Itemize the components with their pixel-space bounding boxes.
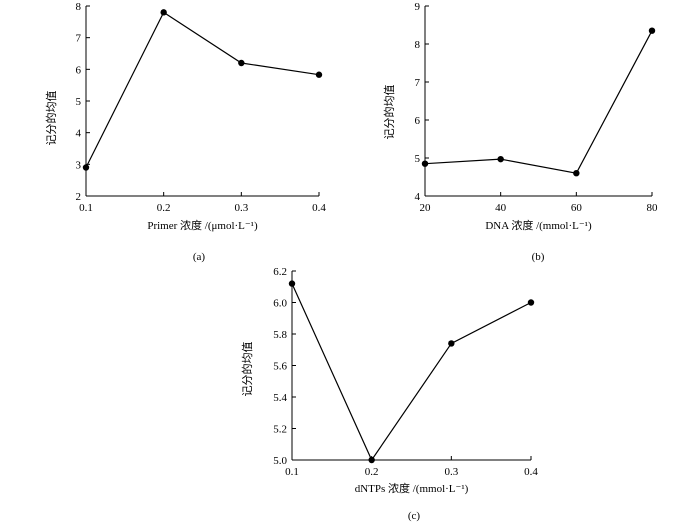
chart-panel-a: 2 3 4 5 6 7 8 0.1 0.2 0.3 0.4 Primer 浓度 /(μmol·L⁻¹)… xyxy=(44,1,326,263)
x-tick-label: 0.4 xyxy=(524,466,538,478)
x-tick-label: 0.2 xyxy=(365,466,379,478)
y-tick-label: 6.2 xyxy=(273,266,287,278)
y-tick-label: 7 xyxy=(415,77,421,89)
x-tick-label: 0.1 xyxy=(285,466,299,478)
y-axis-title: 记分的均值 xyxy=(382,85,396,140)
data-point xyxy=(648,27,656,34)
y-tick-label: 6.0 xyxy=(273,298,287,310)
data-point xyxy=(288,280,296,287)
y-axis-title: 记分的均值 xyxy=(240,342,254,397)
data-point xyxy=(368,456,375,464)
y-tick-label: 5.6 xyxy=(273,361,287,373)
x-tick-label: 0.3 xyxy=(444,466,458,478)
x-tick-label: 0.3 xyxy=(234,202,248,214)
panel-label: (a) xyxy=(193,251,206,263)
y-tick-label: 5.0 xyxy=(273,455,287,467)
data-point xyxy=(497,155,504,163)
x-tick-label: 20 xyxy=(420,202,432,214)
x-tick-label: 0.1 xyxy=(79,202,93,214)
y-tick-label: 2 xyxy=(76,191,82,203)
panel-label: (c) xyxy=(408,510,421,522)
x-tick-label: 40 xyxy=(495,202,507,214)
x-axis-title: DNA 浓度 /(mmol·L⁻¹) xyxy=(485,218,592,232)
series-line xyxy=(291,283,532,462)
data-point xyxy=(421,160,429,167)
data-point xyxy=(160,9,167,16)
panel-label: (b) xyxy=(532,251,545,263)
data-point xyxy=(238,59,245,67)
series-line xyxy=(424,30,653,174)
y-tick-label: 6 xyxy=(76,64,82,76)
series-line xyxy=(85,11,320,168)
y-tick-label: 8 xyxy=(415,39,421,51)
x-axis-title: Primer 浓度 /(μmol·L⁻¹) xyxy=(147,218,258,232)
y-tick-label: 7 xyxy=(76,33,82,45)
data-point xyxy=(573,170,580,177)
y-tick-label: 6 xyxy=(415,115,421,127)
x-tick-label: 0.4 xyxy=(312,202,326,214)
y-tick-label: 4 xyxy=(76,128,82,140)
y-tick-label: 5.4 xyxy=(273,392,287,404)
x-tick-label: 0.2 xyxy=(157,202,171,214)
y-tick-label: 8 xyxy=(76,1,82,13)
data-point xyxy=(448,340,455,347)
x-tick-label: 80 xyxy=(647,202,659,214)
y-tick-label: 5 xyxy=(415,153,421,165)
y-axis-title: 记分的均值 xyxy=(44,91,58,146)
y-tick-label: 5.2 xyxy=(273,424,287,436)
y-tick-label: 5 xyxy=(76,96,82,108)
y-tick-label: 3 xyxy=(76,159,82,171)
x-axis-title: dNTPs 浓度 /(mmol·L⁻¹) xyxy=(355,481,469,495)
y-tick-label: 5.8 xyxy=(273,329,287,341)
x-tick-label: 60 xyxy=(571,202,583,214)
data-point xyxy=(315,71,323,78)
data-point xyxy=(82,164,90,171)
y-tick-label: 9 xyxy=(415,1,421,13)
chart-panel-c: 5.0 5.2 5.4 5.6 5.8 6.0 6.2 0.1 0.2 0.3 0.4 dNTPs 浓… xyxy=(240,266,538,522)
y-tick-label: 4 xyxy=(415,191,421,203)
chart-panel-b: 4 5 6 7 8 9 20 40 60 80 DNA 浓度 /(mmol·L⁻¹) 记分的均值 (b) xyxy=(382,1,658,263)
data-point xyxy=(527,299,535,306)
